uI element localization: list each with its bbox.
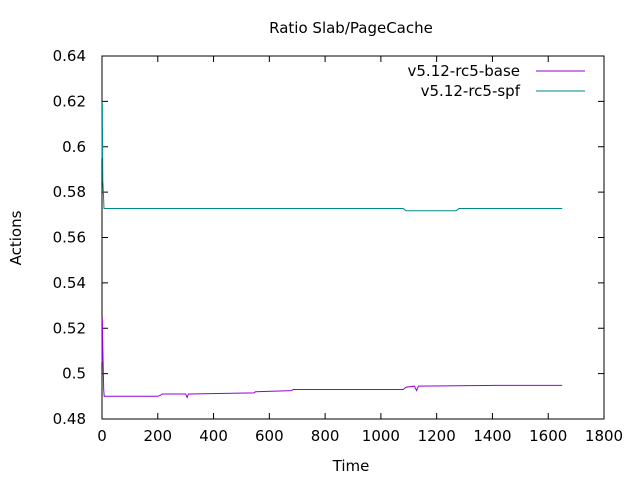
y-tick-label: 0.64 [53, 47, 86, 65]
x-tick-label: 400 [199, 427, 228, 445]
y-tick-label: 0.5 [62, 365, 86, 383]
x-tick-label: 0 [97, 427, 107, 445]
series-line-2 [101, 101, 563, 212]
legend-label: v5.12-rc5-base [408, 62, 521, 80]
chart-title: Ratio Slab/PageCache [269, 19, 433, 37]
x-tick-label: 200 [143, 427, 172, 445]
x-tick-label: 1400 [473, 427, 511, 445]
x-tick-label: 800 [311, 427, 340, 445]
legend: v5.12-rc5-base v5.12-rc5-spf [408, 62, 585, 100]
y-tick-label: 0.54 [53, 274, 86, 292]
x-tick-label: 1200 [418, 427, 456, 445]
y-axis-label: Actions [7, 210, 25, 265]
y-tick-label: 0.56 [53, 229, 86, 247]
y-tick-label: 0.52 [53, 319, 86, 337]
x-tick-label: 1800 [585, 427, 623, 445]
y-tick-label: 0.6 [62, 138, 86, 156]
y-tick-label: 0.58 [53, 183, 86, 201]
legend-label: v5.12-rc5-spf [421, 82, 521, 100]
plot-frame [101, 55, 605, 420]
axis-ticks: 0 200 400 600 800 1000 1200 1400 1600 1800 0.48 0.5… [53, 47, 624, 445]
x-tick-label: 1000 [362, 427, 400, 445]
y-tick-label: 0.62 [53, 92, 86, 110]
x-tick-label: 1600 [529, 427, 567, 445]
x-tick-label: 600 [255, 427, 284, 445]
series-line-1 [101, 316, 563, 399]
series-lines [101, 101, 563, 399]
x-axis-label: Time [332, 457, 370, 475]
y-tick-label: 0.48 [53, 410, 86, 428]
